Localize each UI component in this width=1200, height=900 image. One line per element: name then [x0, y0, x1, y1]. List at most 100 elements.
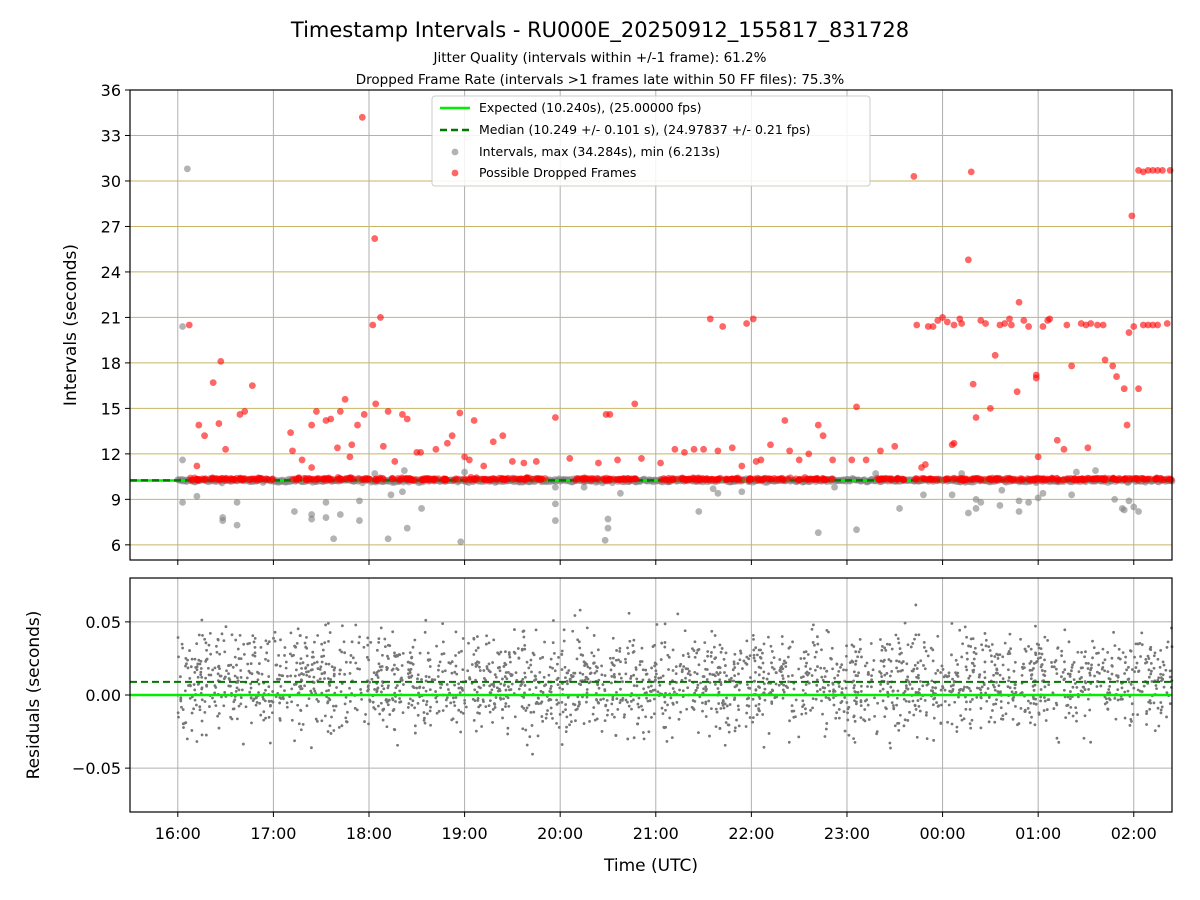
residual-point — [808, 667, 812, 671]
residual-point — [852, 670, 856, 674]
residual-point — [804, 711, 808, 715]
residual-point — [752, 653, 756, 657]
residual-point — [892, 704, 895, 707]
residual-point — [307, 670, 310, 673]
residual-point — [190, 657, 194, 661]
residual-point — [186, 666, 190, 670]
dropped-frame-point — [1046, 315, 1054, 323]
residual-point — [1165, 715, 1168, 719]
residual-point — [765, 677, 769, 681]
residual-point — [177, 715, 180, 719]
residual-point — [836, 674, 840, 677]
residual-point — [675, 700, 679, 704]
residual-point — [1162, 663, 1166, 667]
residual-point — [702, 687, 705, 691]
residual-point — [176, 636, 180, 639]
dropped-frame-point — [1070, 476, 1078, 484]
residual-point — [993, 688, 997, 692]
residual-point — [600, 664, 603, 668]
residual-point — [378, 712, 382, 716]
residual-point — [1091, 639, 1094, 643]
residual-point — [338, 672, 341, 676]
residual-point — [340, 724, 344, 728]
residual-point — [717, 702, 721, 705]
dropped-frame-point — [1138, 475, 1146, 482]
residual-point — [416, 673, 420, 677]
residual-point — [988, 649, 992, 652]
dropped-frame-point — [743, 320, 750, 327]
residual-point — [614, 658, 618, 662]
interval-point — [291, 508, 298, 515]
residual-point — [267, 685, 271, 689]
residual-point — [960, 655, 964, 659]
residual-point — [373, 707, 377, 711]
residual-point — [895, 703, 898, 707]
residual-point — [667, 655, 671, 659]
residual-point — [788, 645, 792, 649]
residual-point — [850, 643, 854, 647]
residual-point — [788, 719, 791, 723]
residual-point — [513, 628, 516, 631]
dropped-frame-point — [786, 447, 794, 455]
legend-dropped-swatch — [451, 169, 459, 177]
residual-point — [696, 648, 700, 652]
residual-point — [368, 680, 372, 684]
residual-point — [1123, 672, 1127, 675]
dropped-frame-point — [1020, 317, 1028, 324]
residual-point — [880, 675, 884, 678]
residual-point — [206, 666, 210, 670]
dropped-frame-point — [379, 442, 387, 450]
dropped-frame-point — [1032, 374, 1040, 382]
residual-point — [916, 690, 920, 694]
dropped-frame-point — [662, 476, 670, 484]
residual-point — [652, 712, 656, 716]
residual-point — [1060, 649, 1064, 653]
residual-point — [507, 653, 511, 657]
residual-point — [1140, 690, 1144, 694]
residual-point — [520, 705, 524, 708]
dropped-frame-point — [913, 321, 921, 329]
dropped-frame-point — [738, 476, 746, 484]
residual-point — [931, 689, 935, 693]
residual-point — [602, 697, 605, 701]
residual-point — [428, 665, 432, 668]
residual-point — [840, 687, 844, 691]
residual-point — [1065, 704, 1069, 707]
residual-point — [410, 674, 414, 678]
residual-point — [889, 746, 892, 750]
residual-point — [569, 713, 573, 717]
residual-point — [304, 667, 307, 670]
residual-point — [298, 662, 302, 665]
residual-point — [305, 635, 308, 639]
dropped-frame-point — [575, 475, 582, 483]
dropped-frame-point — [1068, 362, 1076, 370]
residual-point — [965, 651, 969, 655]
residual-point — [1108, 677, 1112, 681]
residual-point — [984, 638, 988, 642]
dropped-frame-point — [709, 475, 717, 483]
residual-point — [600, 673, 604, 677]
residual-point — [834, 716, 838, 720]
dropped-frame-point — [728, 444, 736, 452]
residual-point — [180, 642, 184, 646]
residual-point — [688, 679, 691, 682]
dropped-frame-point — [1135, 385, 1142, 393]
residual-point — [657, 676, 661, 680]
residual-point — [498, 696, 502, 700]
residual-point — [1146, 654, 1150, 658]
residual-point — [1110, 672, 1114, 676]
residual-point — [681, 654, 685, 657]
residual-point — [332, 708, 336, 712]
residual-point — [472, 653, 476, 656]
residual-point — [714, 707, 718, 711]
residual-point — [653, 664, 657, 668]
residual-point — [1007, 676, 1011, 679]
residual-point — [751, 720, 755, 724]
residual-point — [381, 708, 385, 712]
residual-point — [815, 650, 818, 654]
residual-point — [521, 630, 525, 633]
residual-point — [964, 695, 967, 699]
residual-point — [786, 655, 790, 659]
residual-point — [1126, 689, 1130, 693]
interval-point — [964, 509, 972, 517]
